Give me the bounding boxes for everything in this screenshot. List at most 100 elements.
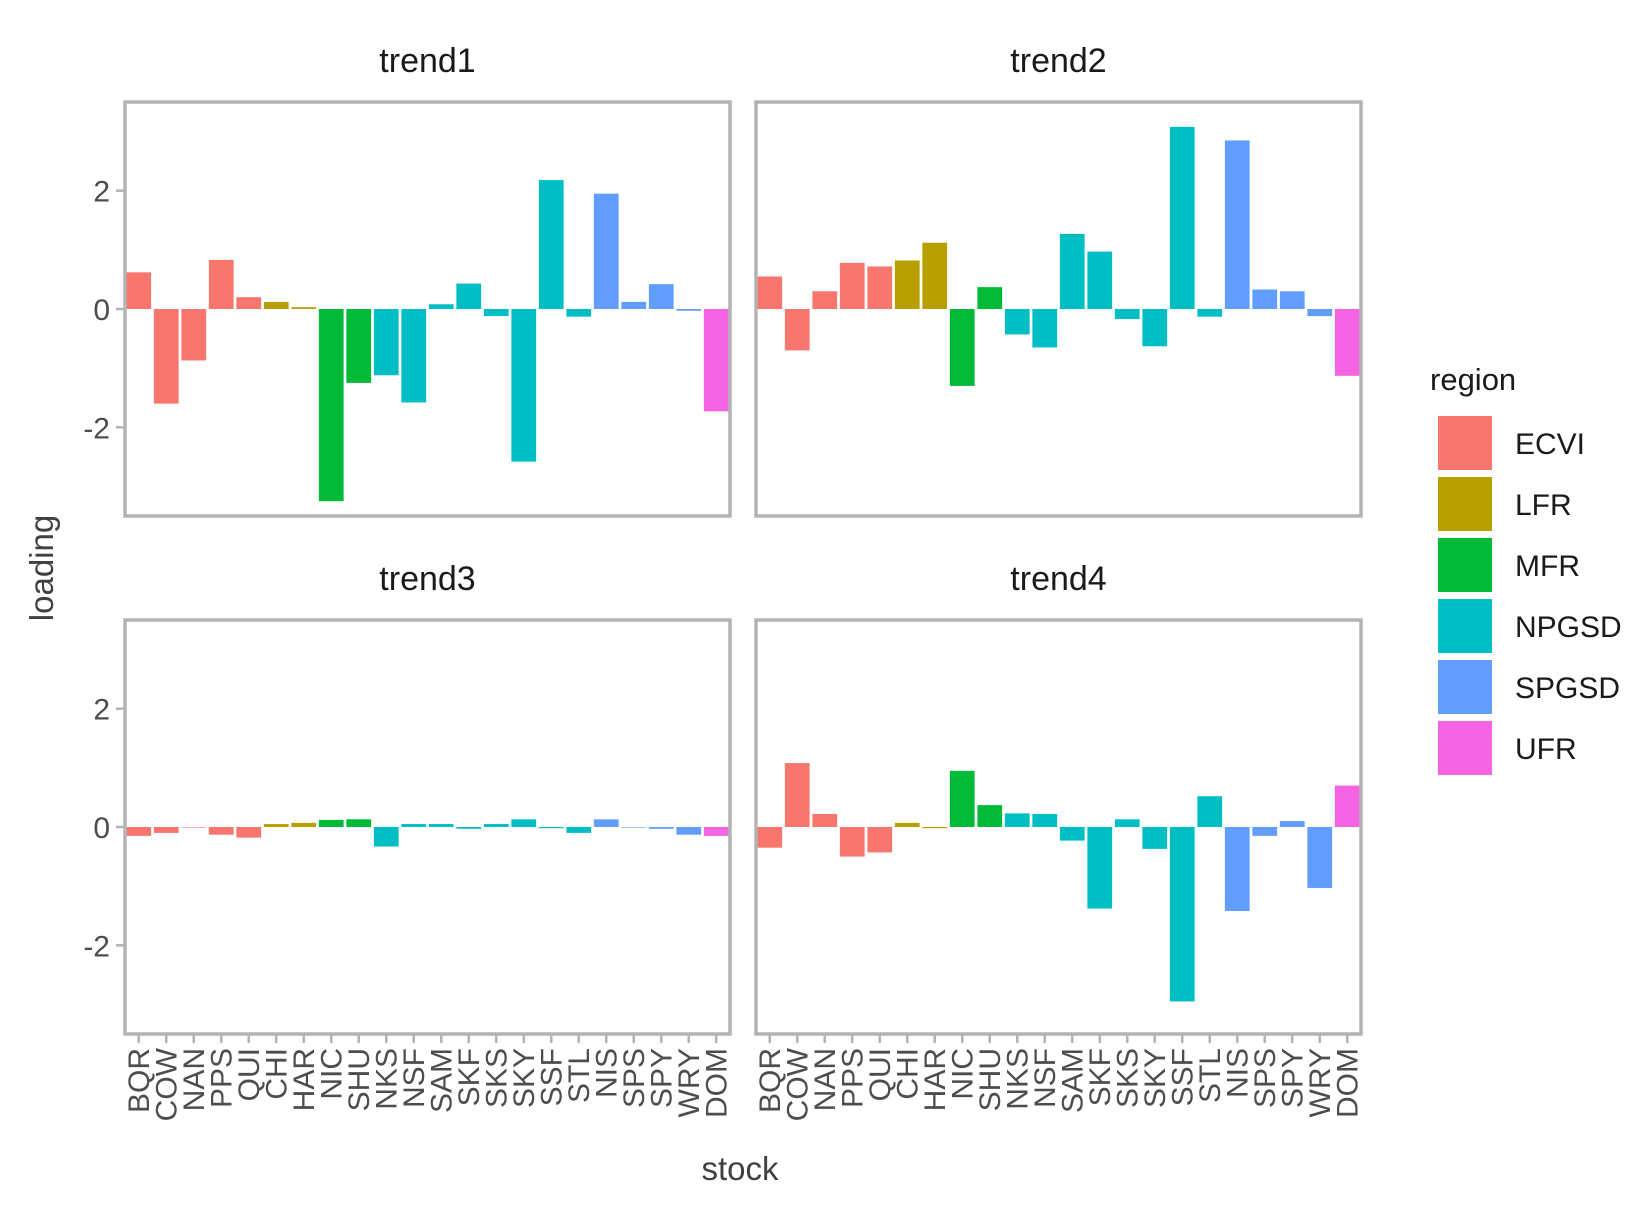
bar-trend4-CHI <box>894 822 920 827</box>
bar-trend2-NSF <box>1032 309 1058 348</box>
x-tick-label: SAM <box>1056 1048 1089 1113</box>
legend-title: region <box>1430 362 1516 397</box>
legend-label: UFR <box>1515 733 1577 766</box>
bar-trend2-SKF <box>1087 251 1113 309</box>
x-tick-label: HAR <box>288 1048 321 1111</box>
panel-title: trend3 <box>379 560 475 598</box>
legend-swatch-ECVI <box>1438 416 1492 470</box>
bar-trend1-SSF <box>538 180 564 309</box>
x-tick-label: SPY <box>645 1048 678 1108</box>
bar-trend3-SSF <box>538 827 564 829</box>
bar-trend1-QUI <box>236 297 262 309</box>
x-tick-label: SPY <box>1276 1048 1309 1108</box>
bar-trend4-NKS <box>1004 813 1030 827</box>
bar-trend1-STL <box>566 309 592 317</box>
bar-trend3-COW <box>153 827 179 833</box>
facet-panel-trend2: trend2 <box>754 42 1363 518</box>
bar-trend1-HAR <box>291 307 317 309</box>
bar-trend4-PPS <box>839 827 865 857</box>
facet-panel-trend1: trend1 -2 0 2 <box>83 42 732 518</box>
x-tick-label: PPS <box>836 1048 869 1108</box>
bar-trend3-NSF <box>401 824 427 827</box>
bar-trend1-SHU <box>346 309 372 383</box>
x-tick-label: BQR <box>123 1048 156 1113</box>
x-axis-title: stock <box>701 1150 779 1187</box>
bar-trend4-DOM <box>1334 785 1360 827</box>
bar-trend1-NKS <box>373 309 399 376</box>
x-tick-label: NSF <box>1029 1048 1062 1108</box>
bar-trend2-NIS <box>1224 140 1250 309</box>
bar-trend3-CHI <box>263 824 289 827</box>
x-tick-label: NAN <box>809 1048 842 1111</box>
bar-trend4-SSF <box>1169 827 1195 1002</box>
bar-trend3-NAN <box>181 827 207 828</box>
bar-trend3-NKS <box>373 827 399 847</box>
x-tick-label: SKY <box>508 1048 541 1108</box>
bar-trend2-STL <box>1197 309 1223 317</box>
legend-swatch-SPGSD <box>1438 660 1492 714</box>
bar-trend3-BQR <box>126 827 152 836</box>
bar-trend1-PPS <box>208 259 234 309</box>
x-tick-label: SSF <box>535 1048 568 1106</box>
x-tick-label: SAM <box>425 1048 458 1113</box>
bar-trend4-SKF <box>1087 827 1113 909</box>
bar-trend2-NKS <box>1004 309 1030 335</box>
bar-trend4-NIS <box>1224 827 1250 911</box>
x-tick-label: DOM <box>700 1048 733 1118</box>
bar-trend2-NIC <box>949 309 975 386</box>
bar-trend3-QUI <box>236 827 262 838</box>
bar-trend1-SKS <box>483 309 509 317</box>
x-tick-label: HAR <box>919 1048 952 1111</box>
x-tick-label: WRY <box>1304 1048 1337 1117</box>
y-tick-label: 2 <box>93 176 110 209</box>
bar-trend2-NAN <box>812 291 838 309</box>
bar-trend4-NSF <box>1032 813 1058 827</box>
x-tick-label: SHU <box>343 1048 376 1111</box>
bar-trend1-SKF <box>456 283 482 309</box>
y-tick-label: -2 <box>83 412 110 445</box>
bar-trend3-SHU <box>346 819 372 827</box>
bar-trend3-SKY <box>511 819 537 827</box>
bar-trend4-STL <box>1197 796 1223 827</box>
bar-trend2-BQR <box>757 276 783 309</box>
bar-trend3-HAR <box>291 822 317 827</box>
x-tick-label: NSF <box>398 1048 431 1108</box>
x-tick-label: DOM <box>1331 1048 1364 1118</box>
bar-trend4-WRY <box>1307 827 1333 888</box>
bar-trend1-SAM <box>428 304 454 309</box>
x-tick-label: SSF <box>1166 1048 1199 1106</box>
x-tick-label: COW <box>150 1047 183 1121</box>
bar-trend4-QUI <box>867 827 893 853</box>
bar-trend2-SPS <box>1252 289 1278 309</box>
bar-trend1-SPS <box>621 301 647 309</box>
x-tick-label: NKS <box>370 1048 403 1110</box>
facet-panel-trend3: trend3 -2 0 2 BQRCOWNANPPSQUICHIHARNICSHUNKS… <box>83 560 733 1121</box>
panel-title: trend4 <box>1010 560 1106 598</box>
bar-trend4-HAR <box>922 827 948 829</box>
bar-trend1-NSF <box>401 309 427 403</box>
x-tick-label: NAN <box>178 1048 211 1111</box>
x-tick-label: SPS <box>1249 1048 1282 1108</box>
bar-trend1-SKY <box>511 309 537 462</box>
x-tick-label: NKS <box>1001 1048 1034 1110</box>
x-tick-label: CHI <box>260 1048 293 1100</box>
x-tick-label: SPS <box>618 1048 651 1108</box>
panel-border <box>754 618 1363 1036</box>
bar-trend1-CHI <box>263 301 289 309</box>
bar-trend2-COW <box>784 309 810 351</box>
bar-trend2-QUI <box>867 266 893 309</box>
facet-panel-trend4: trend4BQRCOWNANPPSQUICHIHARNICSHUNKSNSFS… <box>754 560 1365 1121</box>
y-axis-title: loading <box>23 515 60 621</box>
y-tick-label: 2 <box>93 694 110 727</box>
bar-trend2-SKS <box>1114 309 1140 320</box>
bar-trend1-SPY <box>648 284 674 309</box>
panels-layer: trend1-202trend2trend3-202BQRCOWNANPPSQU… <box>83 42 1364 1121</box>
x-tick-label: WRY <box>673 1048 706 1117</box>
y-tick-label: 0 <box>93 294 110 327</box>
bar-trend2-HAR <box>922 242 948 309</box>
bar-trend4-COW <box>784 763 810 827</box>
bar-trend2-DOM <box>1334 309 1360 376</box>
bar-trend1-WRY <box>676 309 702 311</box>
bar-trend4-NIC <box>949 770 975 827</box>
